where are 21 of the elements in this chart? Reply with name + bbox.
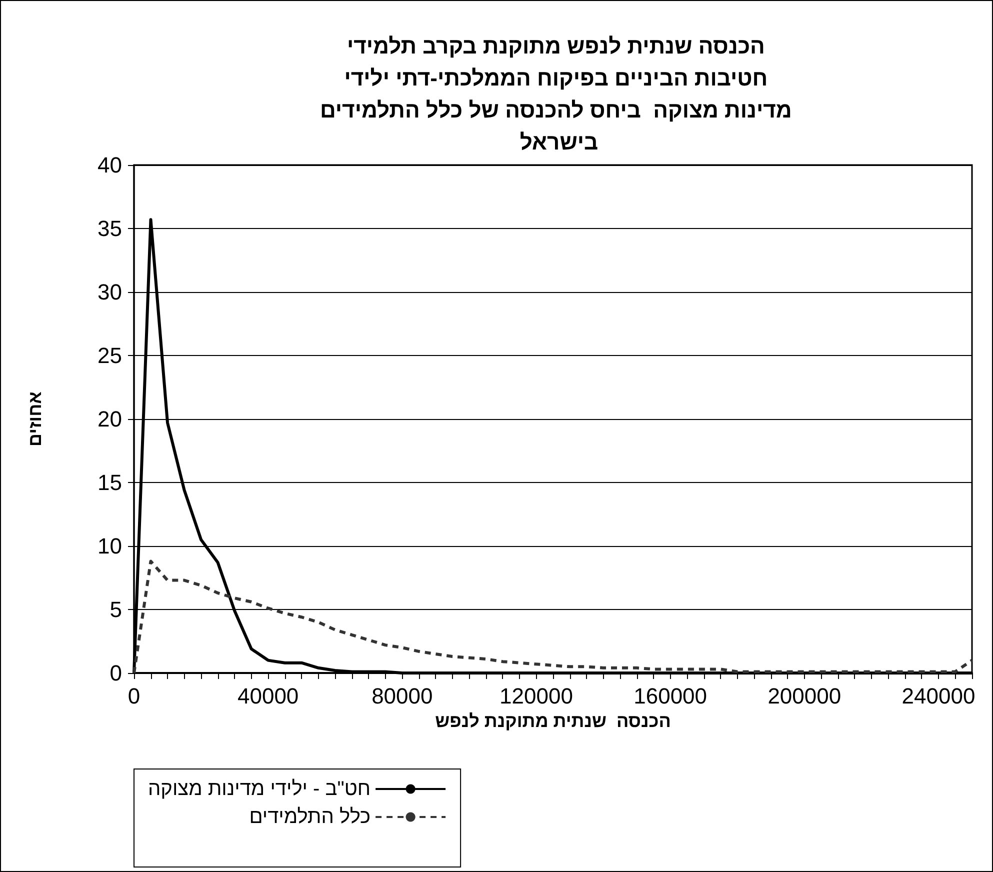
x-tick-label: 240000 bbox=[902, 684, 976, 708]
x-tick-label: 40000 bbox=[237, 684, 299, 708]
y-tick-label: 40 bbox=[98, 152, 122, 178]
x-tick-label: 80000 bbox=[372, 684, 433, 708]
y-tick-label: 20 bbox=[98, 406, 122, 432]
x-tick-label: 200000 bbox=[768, 684, 842, 708]
y-axis-title: אחוזים bbox=[25, 392, 45, 446]
x-tick-label: 160000 bbox=[634, 684, 708, 708]
y-tick-label: 25 bbox=[98, 343, 122, 368]
legend-label: חט"ב - ילידי מדינות מצוקה bbox=[148, 778, 371, 800]
y-tick-label: 10 bbox=[98, 534, 122, 558]
chart-title: הכנסה שנתית לנפש מתוקנת בקרב תלמידי חטיבות הביניים בפיקוח הממלכתי-דתי ילידי מדינות מצוקה ביחס להכנסה של כלל התלמידים בישראל bbox=[320, 34, 798, 154]
x-tick-label: 120000 bbox=[500, 684, 573, 708]
y-tick-label: 15 bbox=[98, 470, 122, 495]
legend-label: כלל התלמידים bbox=[249, 806, 371, 828]
y-tick-label: 30 bbox=[98, 280, 122, 304]
y-tick-label: 5 bbox=[110, 597, 122, 622]
x-tick-label: 0 bbox=[128, 684, 140, 708]
y-tick-label: 0 bbox=[110, 660, 122, 686]
x-axis-title: הכנסה שנתית מתוקנת לנפש bbox=[435, 710, 671, 731]
y-tick-label: 35 bbox=[98, 216, 122, 241]
